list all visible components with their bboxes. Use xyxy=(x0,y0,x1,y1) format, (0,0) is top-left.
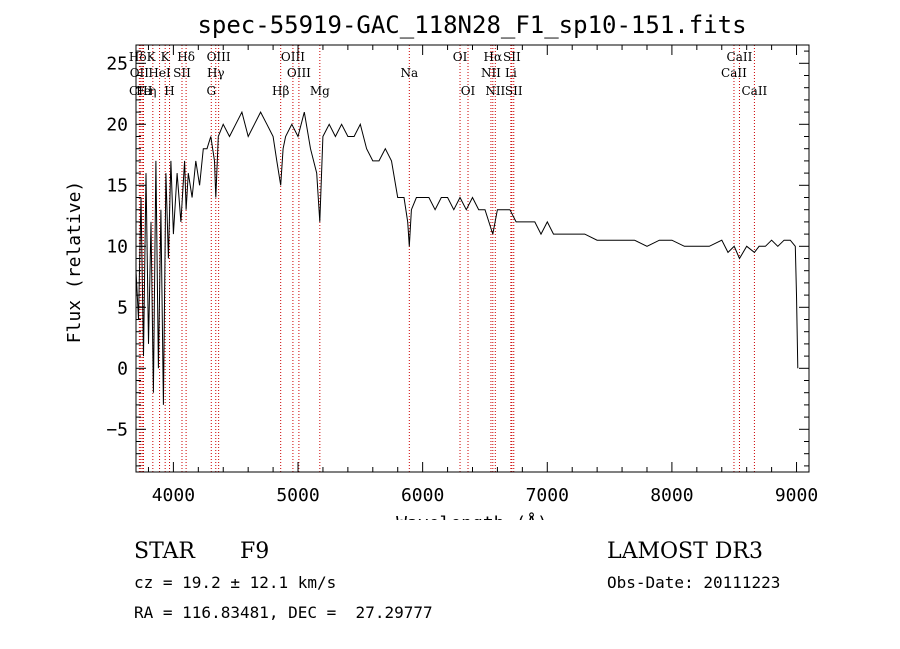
y-tick-label: 0 xyxy=(117,358,128,379)
x-tick-label: 6000 xyxy=(401,485,444,506)
line-marker-label-24: Li xyxy=(505,66,517,80)
line-marker-label-2: CIII xyxy=(129,84,153,98)
line-marker-label-7: H xyxy=(164,84,174,98)
line-marker-label-1: OII xyxy=(130,66,150,80)
x-axis-ticks: 4000 5000 6000 7000 8000 9000 xyxy=(147,45,818,506)
x-axis-label: Wavelength (Å) xyxy=(396,512,548,520)
line-marker-label-19: OI xyxy=(461,84,476,98)
line-marker-label-18: OI xyxy=(453,50,468,64)
line-marker-label-0: HδK xyxy=(129,50,157,64)
line-marker-label-16: Mg xyxy=(310,84,330,98)
line-marker-label-15: OIII xyxy=(287,66,311,80)
line-marker-label-28: CaII xyxy=(741,84,767,98)
line-marker-label-23: SII xyxy=(503,50,521,64)
line-marker-label-25: SII xyxy=(505,84,523,98)
object-class: STAR xyxy=(134,539,195,564)
y-tick-label: 15 xyxy=(106,175,128,196)
redshift-text: cz = 19.2 ± 12.1 km/s xyxy=(134,573,337,592)
y-axis-ticks: −5 0 5 10 15 20 25 xyxy=(106,50,809,467)
y-tick-label: 5 xyxy=(117,297,128,318)
line-marker-label-21: NII xyxy=(481,66,501,80)
y-tick-label: 25 xyxy=(106,53,128,74)
plot-frame xyxy=(135,44,810,473)
line-marker-label-26: CaII xyxy=(727,50,753,64)
x-tick-label: 7000 xyxy=(526,485,569,506)
line-marker-label-6: η xyxy=(149,84,156,98)
x-tick-label: 8000 xyxy=(650,485,693,506)
line-marker-label-27: CaII xyxy=(721,66,747,80)
x-tick-label: 5000 xyxy=(276,485,319,506)
chart-title: spec-55919-GAC_118N28_F1_sp10-151.fits xyxy=(197,11,746,39)
line-marker-label-4: K xyxy=(161,50,171,64)
y-axis-label: Flux (relative) xyxy=(64,181,85,344)
line-marker-label-12: G xyxy=(206,84,216,98)
spectrum-chart: spec-55919-GAC_118N28_F1_sp10-151.fits H… xyxy=(64,11,818,520)
line-marker-label-17: Na xyxy=(400,66,418,80)
spectrum-line xyxy=(135,110,799,405)
line-marker-label-20: Hα xyxy=(484,50,503,64)
survey-name: LAMOST DR3 xyxy=(607,539,763,564)
y-tick-label: 10 xyxy=(106,236,128,257)
obs-date-text: Obs-Date: 20111223 xyxy=(607,573,781,592)
line-marker-label-13: Hβ xyxy=(272,84,289,98)
line-marker-label-14: OIII xyxy=(281,50,305,64)
line-marker-label-22: NII xyxy=(485,84,505,98)
y-tick-label: −5 xyxy=(106,419,128,440)
emission-line-markers xyxy=(138,45,755,472)
line-marker-label-8: SII xyxy=(173,66,191,80)
line-marker-label-11: Hγ xyxy=(207,66,225,80)
x-tick-label: 9000 xyxy=(775,485,818,506)
spectral-subclass: F9 xyxy=(240,539,270,564)
y-tick-label: 20 xyxy=(106,114,128,135)
x-tick-label: 4000 xyxy=(152,485,195,506)
line-marker-label-5: HeI xyxy=(148,66,171,80)
line-marker-label-9: Hδ xyxy=(177,50,195,64)
coordinates-text: RA = 116.83481, DEC = 27.29777 xyxy=(134,603,433,622)
line-marker-label-10: OIII xyxy=(207,50,231,64)
